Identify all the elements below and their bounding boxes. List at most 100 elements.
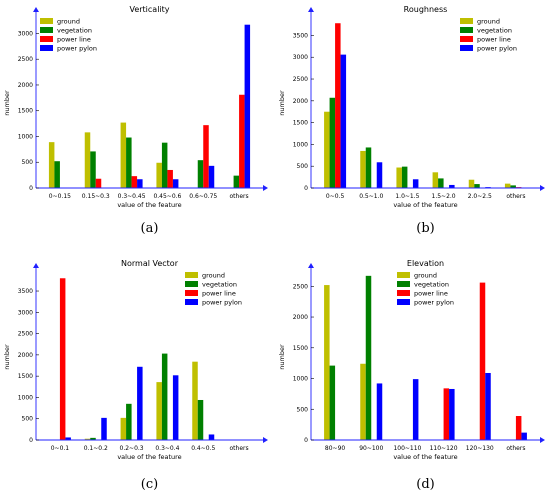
x-tick-label: 90~100 [359,445,383,452]
legend-label: vegetation [57,27,92,35]
legend-swatch [185,272,198,278]
x-axis-arrow [540,437,545,443]
bar-ground-4 [192,361,198,440]
legend-label: vegetation [477,27,512,35]
panel-label: (b) [416,221,434,236]
y-tick-label: 1000 [18,394,33,401]
y-tick-label: 2500 [18,56,33,63]
legend-swatch [397,290,410,296]
bar-ground-4 [468,179,475,188]
y-tick-label: 0 [304,185,308,192]
bar-power-pylon-3 [449,184,455,188]
x-axis-label: value of the feature [393,201,457,209]
bar-vegetation-3 [161,142,168,188]
x-tick-label: 0.3~0.45 [118,193,146,200]
chart-title: Elevation [407,259,444,268]
legend-swatch [397,299,410,305]
legend-label: power pylon [477,45,517,53]
x-tick-label: others [230,445,249,452]
legend-label: ground [202,272,225,280]
y-axis-arrow [33,263,39,268]
x-tick-label: 120~130 [466,445,494,452]
bar-ground-1 [360,363,366,440]
bar-power-pylon-2 [412,179,419,188]
bar-power-pylon-5 [244,24,251,189]
y-axis-label: number [278,90,286,116]
x-tick-label: others [506,193,525,200]
legend-swatch [460,45,473,51]
legend-swatch [40,45,53,51]
bar-vegetation-4 [474,184,480,188]
bar-power-pylon-3 [172,375,179,440]
legend-label: power pylon [414,299,454,307]
legend-swatch [185,299,198,305]
bar-ground-3 [156,382,162,440]
legend-swatch [460,27,473,33]
legend-swatch [460,36,473,42]
legend-label: power line [57,36,91,44]
bar-ground-0 [324,111,330,188]
x-tick-label: 0.5~1.0 [359,193,383,200]
bar-power-pylon-1 [376,383,383,440]
bar-ground-1 [360,150,366,188]
x-tick-label: 0.3~0.4 [155,445,179,452]
x-axis-arrow [263,185,268,191]
bar-power-line-2 [131,176,138,188]
bar-power-pylon-2 [412,379,419,440]
x-tick-label: 0.2~0.3 [120,445,144,452]
x-tick-label: 0~0.5 [326,193,345,200]
y-tick-label: 2000 [18,82,33,89]
y-tick-label: 1500 [18,108,33,115]
y-tick-label: 1500 [293,120,308,127]
legend-label: vegetation [202,281,237,289]
y-tick-label: 1000 [293,141,308,148]
bar-ground-2 [120,417,127,440]
bar-ground-0 [48,142,55,188]
bar-ground-2 [396,167,402,188]
chart-panel-4: Elevation 0 500 1000 1500 2000 2500 80~90 90~100… [278,259,545,492]
x-tick-label: 0.45~0.6 [153,193,181,200]
legend-label: power pylon [202,299,242,307]
bar-ground-5 [504,183,511,188]
y-axis-label: number [278,344,286,370]
y-tick-label: 3000 [18,30,33,37]
y-tick-label: 0 [29,437,33,444]
y-tick-label: 500 [297,406,309,413]
x-axis-arrow [263,437,268,443]
bar-vegetation-2 [126,403,132,440]
y-tick-label: 2500 [293,283,308,290]
bar-power-line-5 [239,94,245,188]
bar-vegetation-0 [329,365,336,440]
bar-vegetation-2 [401,166,408,188]
chart-panel-3: Normal Vector 0 500 1000 1500 2000 2500 3000 350… [3,259,268,492]
legend-label: power line [477,36,511,44]
bar-ground-3 [156,162,162,188]
bar-power-pylon-0 [340,54,347,189]
y-tick-label: 3000 [18,309,33,316]
bar-power-line-1 [95,178,102,188]
y-axis-label: number [3,90,11,116]
y-tick-label: 3000 [293,54,308,61]
bar-vegetation-5 [510,185,516,188]
legend-swatch [185,281,198,287]
x-tick-label: others [506,445,525,452]
y-tick-label: 1500 [293,345,308,352]
bar-ground-3 [432,172,439,188]
legend-swatch [40,27,53,33]
y-tick-label: 2000 [293,314,308,321]
y-tick-label: 3500 [293,32,308,39]
panel-label: (c) [141,477,158,492]
bar-ground-2 [120,122,127,188]
bar-vegetation-4 [197,399,204,440]
x-tick-label: 1.0~1.5 [395,193,419,200]
bar-power-line-0 [59,278,66,440]
bar-vegetation-4 [197,160,204,188]
x-tick-label: 0.6~0.75 [189,193,217,200]
x-axis-label: value of the feature [393,453,457,461]
y-axis-arrow [308,7,314,12]
y-tick-label: 500 [22,159,34,166]
y-tick-label: 0 [304,437,308,444]
bar-vegetation-0 [54,161,60,188]
